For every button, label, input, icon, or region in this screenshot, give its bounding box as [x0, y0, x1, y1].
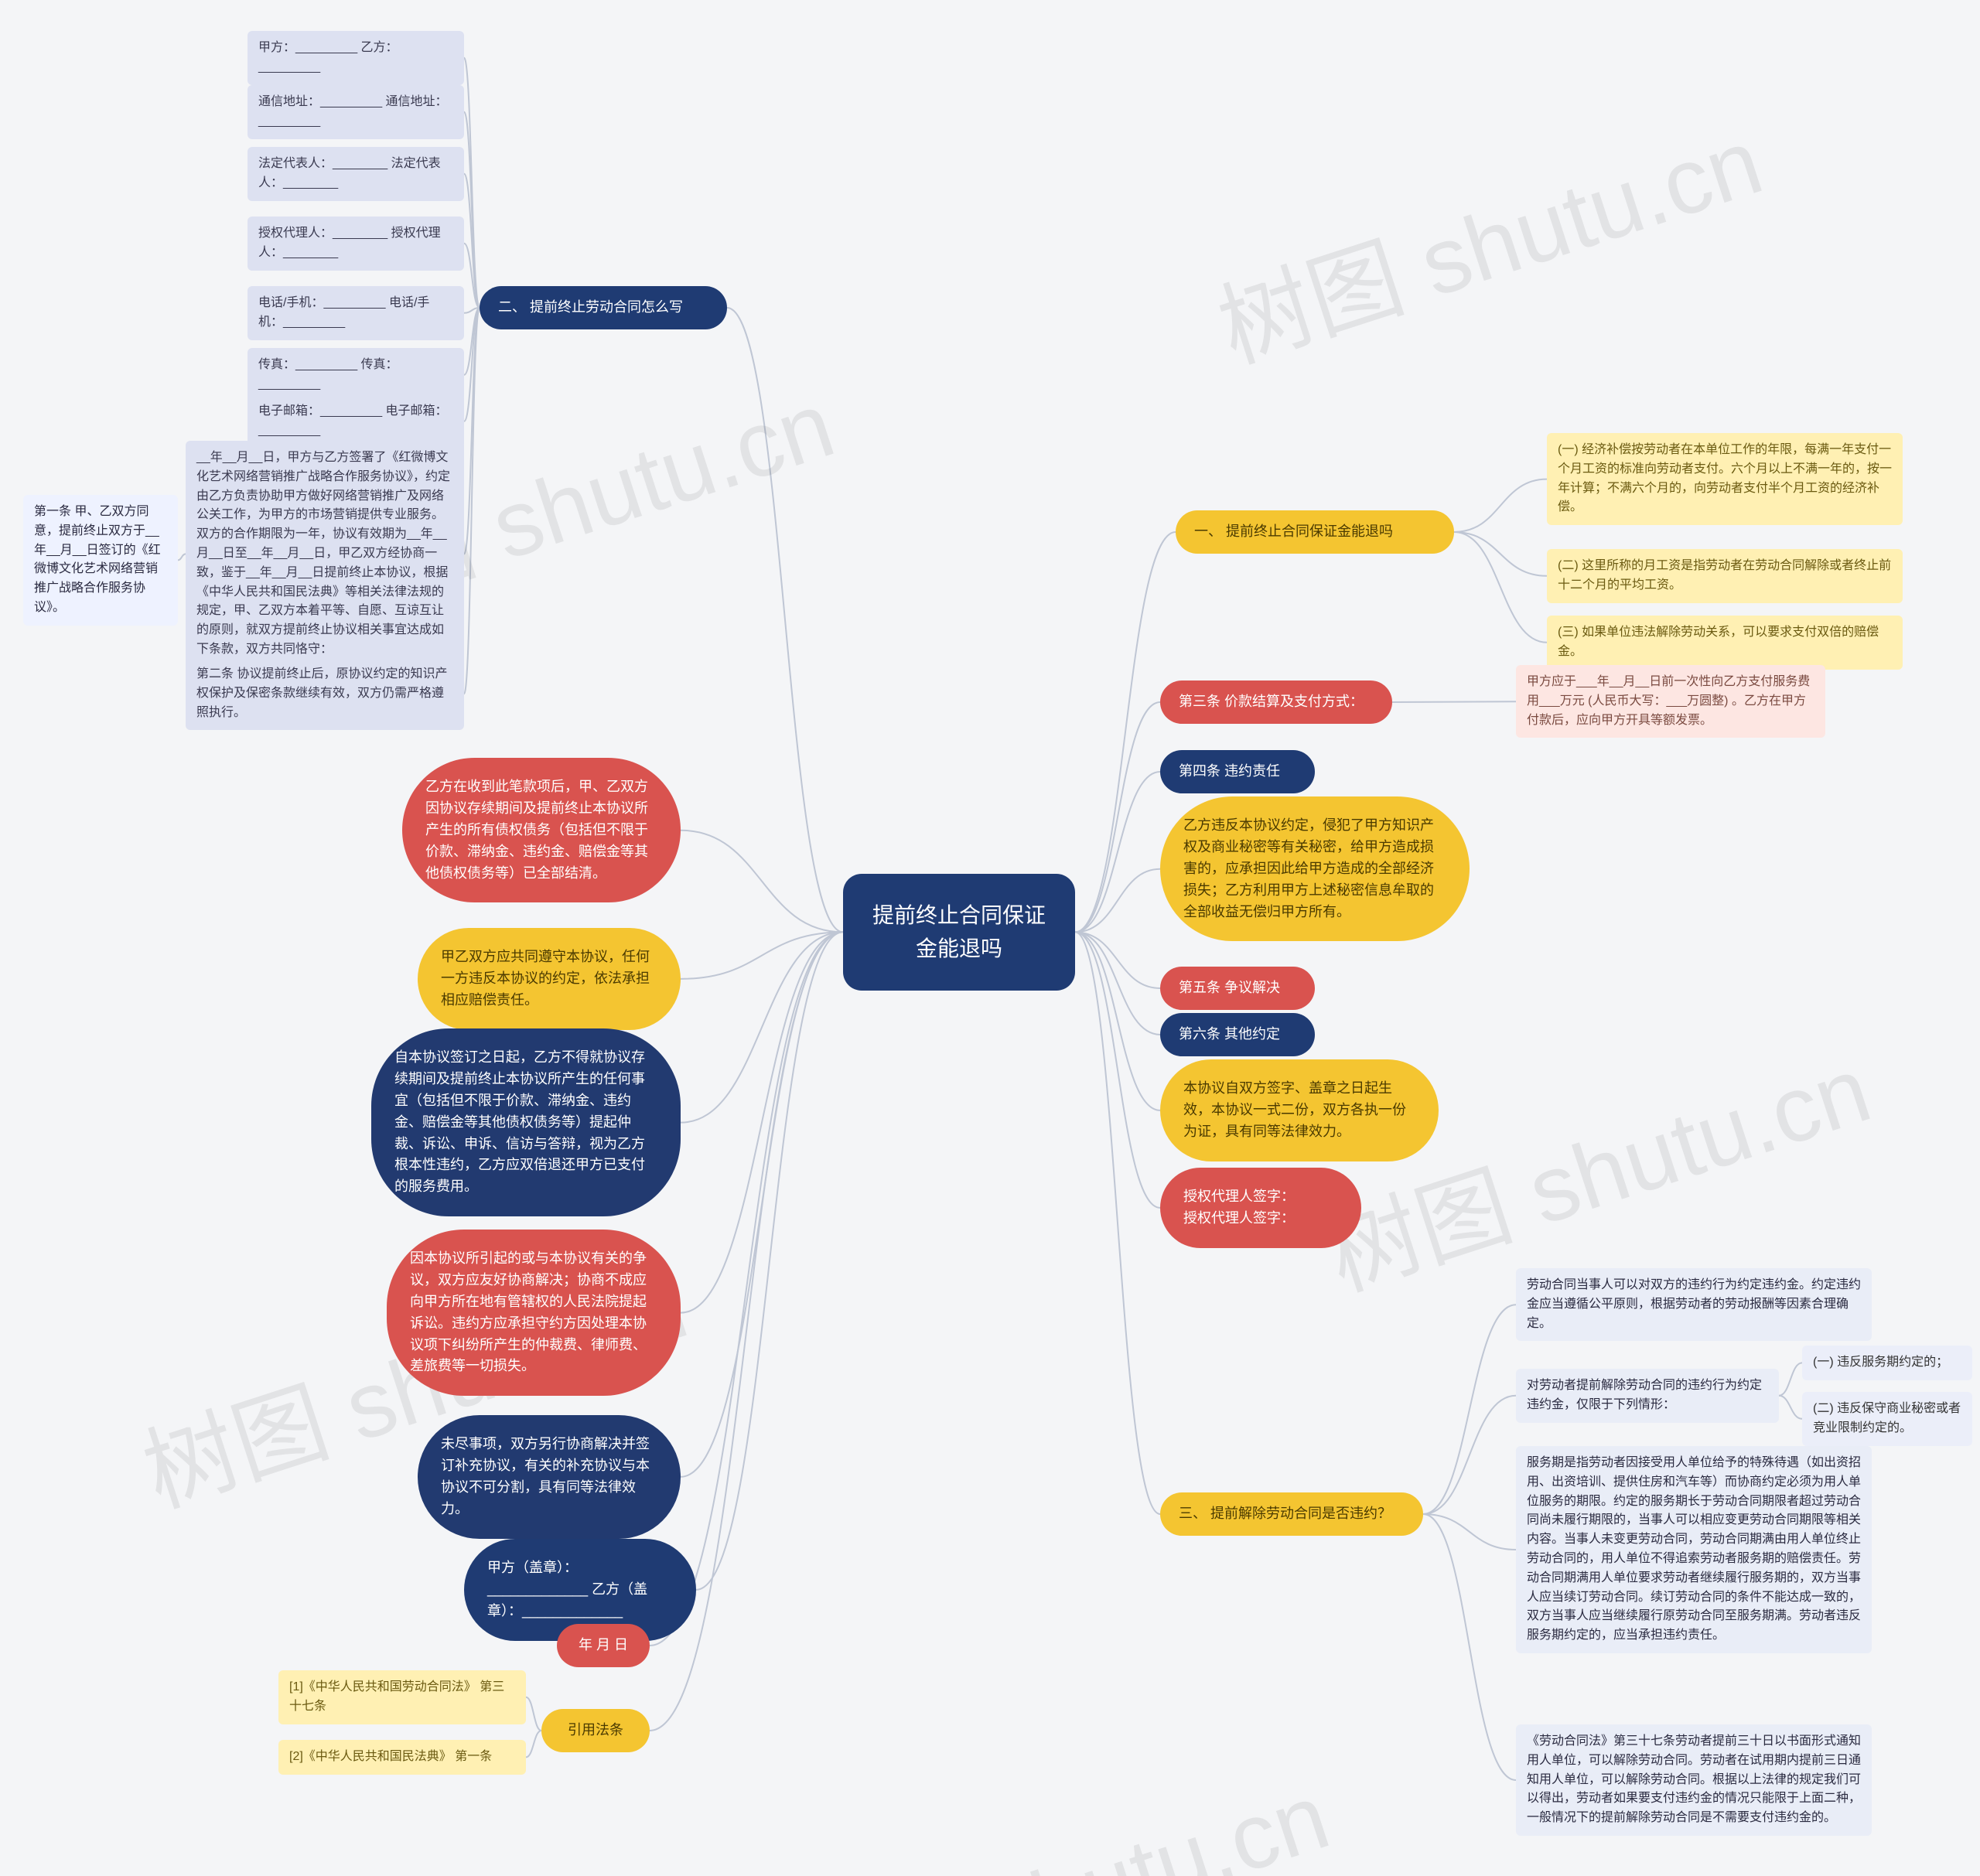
- branch-r1: 一、 提前终止合同保证金能退吗: [1176, 510, 1454, 554]
- branch-l6: 未尽事项，双方另行协商解决并签订补充协议，有关的补充协议与本协议不可分割，具有同…: [418, 1415, 681, 1539]
- leaf-l1-2: 法定代表人：________ 法定代表人：________: [248, 147, 464, 201]
- leaf-r9-0: 劳动合同当事人可以对双方的违约行为约定违约金。约定违约金应当遵循公平原则，根据劳…: [1516, 1268, 1872, 1341]
- branch-l3: 甲乙双方应共同遵守本协议，任何一方违反本协议的约定，依法承担相应赔偿责任。: [418, 928, 681, 1030]
- watermark: 树图 shutu.cn: [766, 1741, 1343, 1876]
- leaf-l1-4: 电话/手机：_________ 电话/手机：_________: [248, 286, 464, 340]
- branch-l8: 年 月 日: [557, 1624, 650, 1667]
- leaf-r1-2: (三) 如果单位违法解除劳动关系，可以要求支付双倍的赔偿金。: [1547, 616, 1903, 670]
- branch-l2: 乙方在收到此笔款项后，甲、乙双方因协议存续期间及提前终止本协议所产生的所有债权债…: [402, 758, 681, 902]
- leaf-r1-1: (二) 这里所称的月工资是指劳动者在劳动合同解除或者终止前十二个月的平均工资。: [1547, 549, 1903, 603]
- leaf-r9-2: 服务期是指劳动者因接受用人单位给予的特殊待遇（如出资招用、出资培训、提供住房和汽…: [1516, 1446, 1872, 1653]
- leaf-r9-1: 对劳动者提前解除劳动合同的违约行为约定违约金，仅限于下列情形：: [1516, 1369, 1779, 1423]
- branch-r2: 第三条 价款结算及支付方式：: [1160, 680, 1392, 724]
- branch-l1: 二、 提前终止劳动合同怎么写: [480, 286, 727, 329]
- branch-l9: 引用法条: [541, 1709, 650, 1752]
- leaf-r9-3: 《劳动合同法》第三十七条劳动者提前三十日以书面形式通知用人单位，可以解除劳动合同…: [1516, 1724, 1872, 1836]
- branch-r5: 第五条 争议解决: [1160, 967, 1315, 1010]
- leaf-l1-7-0: 第一条 甲、乙双方同意，提前终止双方于__年__月__日签订的《红微博文化艺术网…: [23, 495, 178, 626]
- center-node: 提前终止合同保证金能退吗: [843, 874, 1075, 991]
- branch-r6: 第六条 其他约定: [1160, 1013, 1315, 1056]
- leaf-r9-1-1: (二) 违反保守商业秘密或者竞业限制约定的。: [1802, 1392, 1972, 1446]
- leaf-l9-0: [1]《中华人民共和国劳动合同法》 第三十七条: [278, 1670, 526, 1724]
- branch-r8: 授权代理人签字： 授权代理人签字：: [1160, 1168, 1361, 1248]
- leaf-l1-7: __年__月__日，甲方与乙方签署了《红微博文化艺术网络营销推广战略合作服务协议…: [186, 441, 464, 667]
- leaf-l9-1: [2]《中华人民共和国民法典》 第一条: [278, 1740, 526, 1775]
- leaf-r9-1-0: (一) 违反服务期约定的；: [1802, 1346, 1972, 1380]
- leaf-l1-8: 第二条 协议提前终止后，原协议约定的知识产权保护及保密条款继续有效，双方仍需严格…: [186, 657, 464, 730]
- leaf-l1-3: 授权代理人：________ 授权代理人：________: [248, 217, 464, 271]
- branch-r7: 本协议自双方签字、盖章之日起生效，本协议一式二份，双方各执一份为证，具有同等法律…: [1160, 1059, 1439, 1161]
- leaf-r2-0: 甲方应于___年__月__日前一次性向乙方支付服务费用___万元 (人民币大写：…: [1516, 665, 1825, 738]
- watermark: 树图 shutu.cn: [1200, 87, 1776, 388]
- branch-r4: 乙方违反本协议约定，侵犯了甲方知识产权及商业秘密等有关秘密，给甲方造成损害的，应…: [1160, 796, 1470, 941]
- branch-l5: 因本协议所引起的或与本协议有关的争议，双方应友好协商解决；协商不成应向甲方所在地…: [387, 1230, 681, 1396]
- leaf-l1-1: 通信地址：_________ 通信地址：_________: [248, 85, 464, 139]
- mindmap-canvas: { "type": "mindmap", "background_color":…: [0, 0, 1980, 1876]
- leaf-r1-0: (一) 经济补偿按劳动者在本单位工作的年限，每满一年支付一个月工资的标准向劳动者…: [1547, 433, 1903, 525]
- branch-r3: 第四条 违约责任: [1160, 750, 1315, 793]
- branch-l4: 自本协议签订之日起，乙方不得就协议存续期间及提前终止本协议所产生的任何事宜（包括…: [371, 1028, 681, 1216]
- leaf-l1-0: 甲方：_________ 乙方：_________: [248, 31, 464, 85]
- branch-r9: 三、 提前解除劳动合同是否违约？: [1160, 1492, 1423, 1536]
